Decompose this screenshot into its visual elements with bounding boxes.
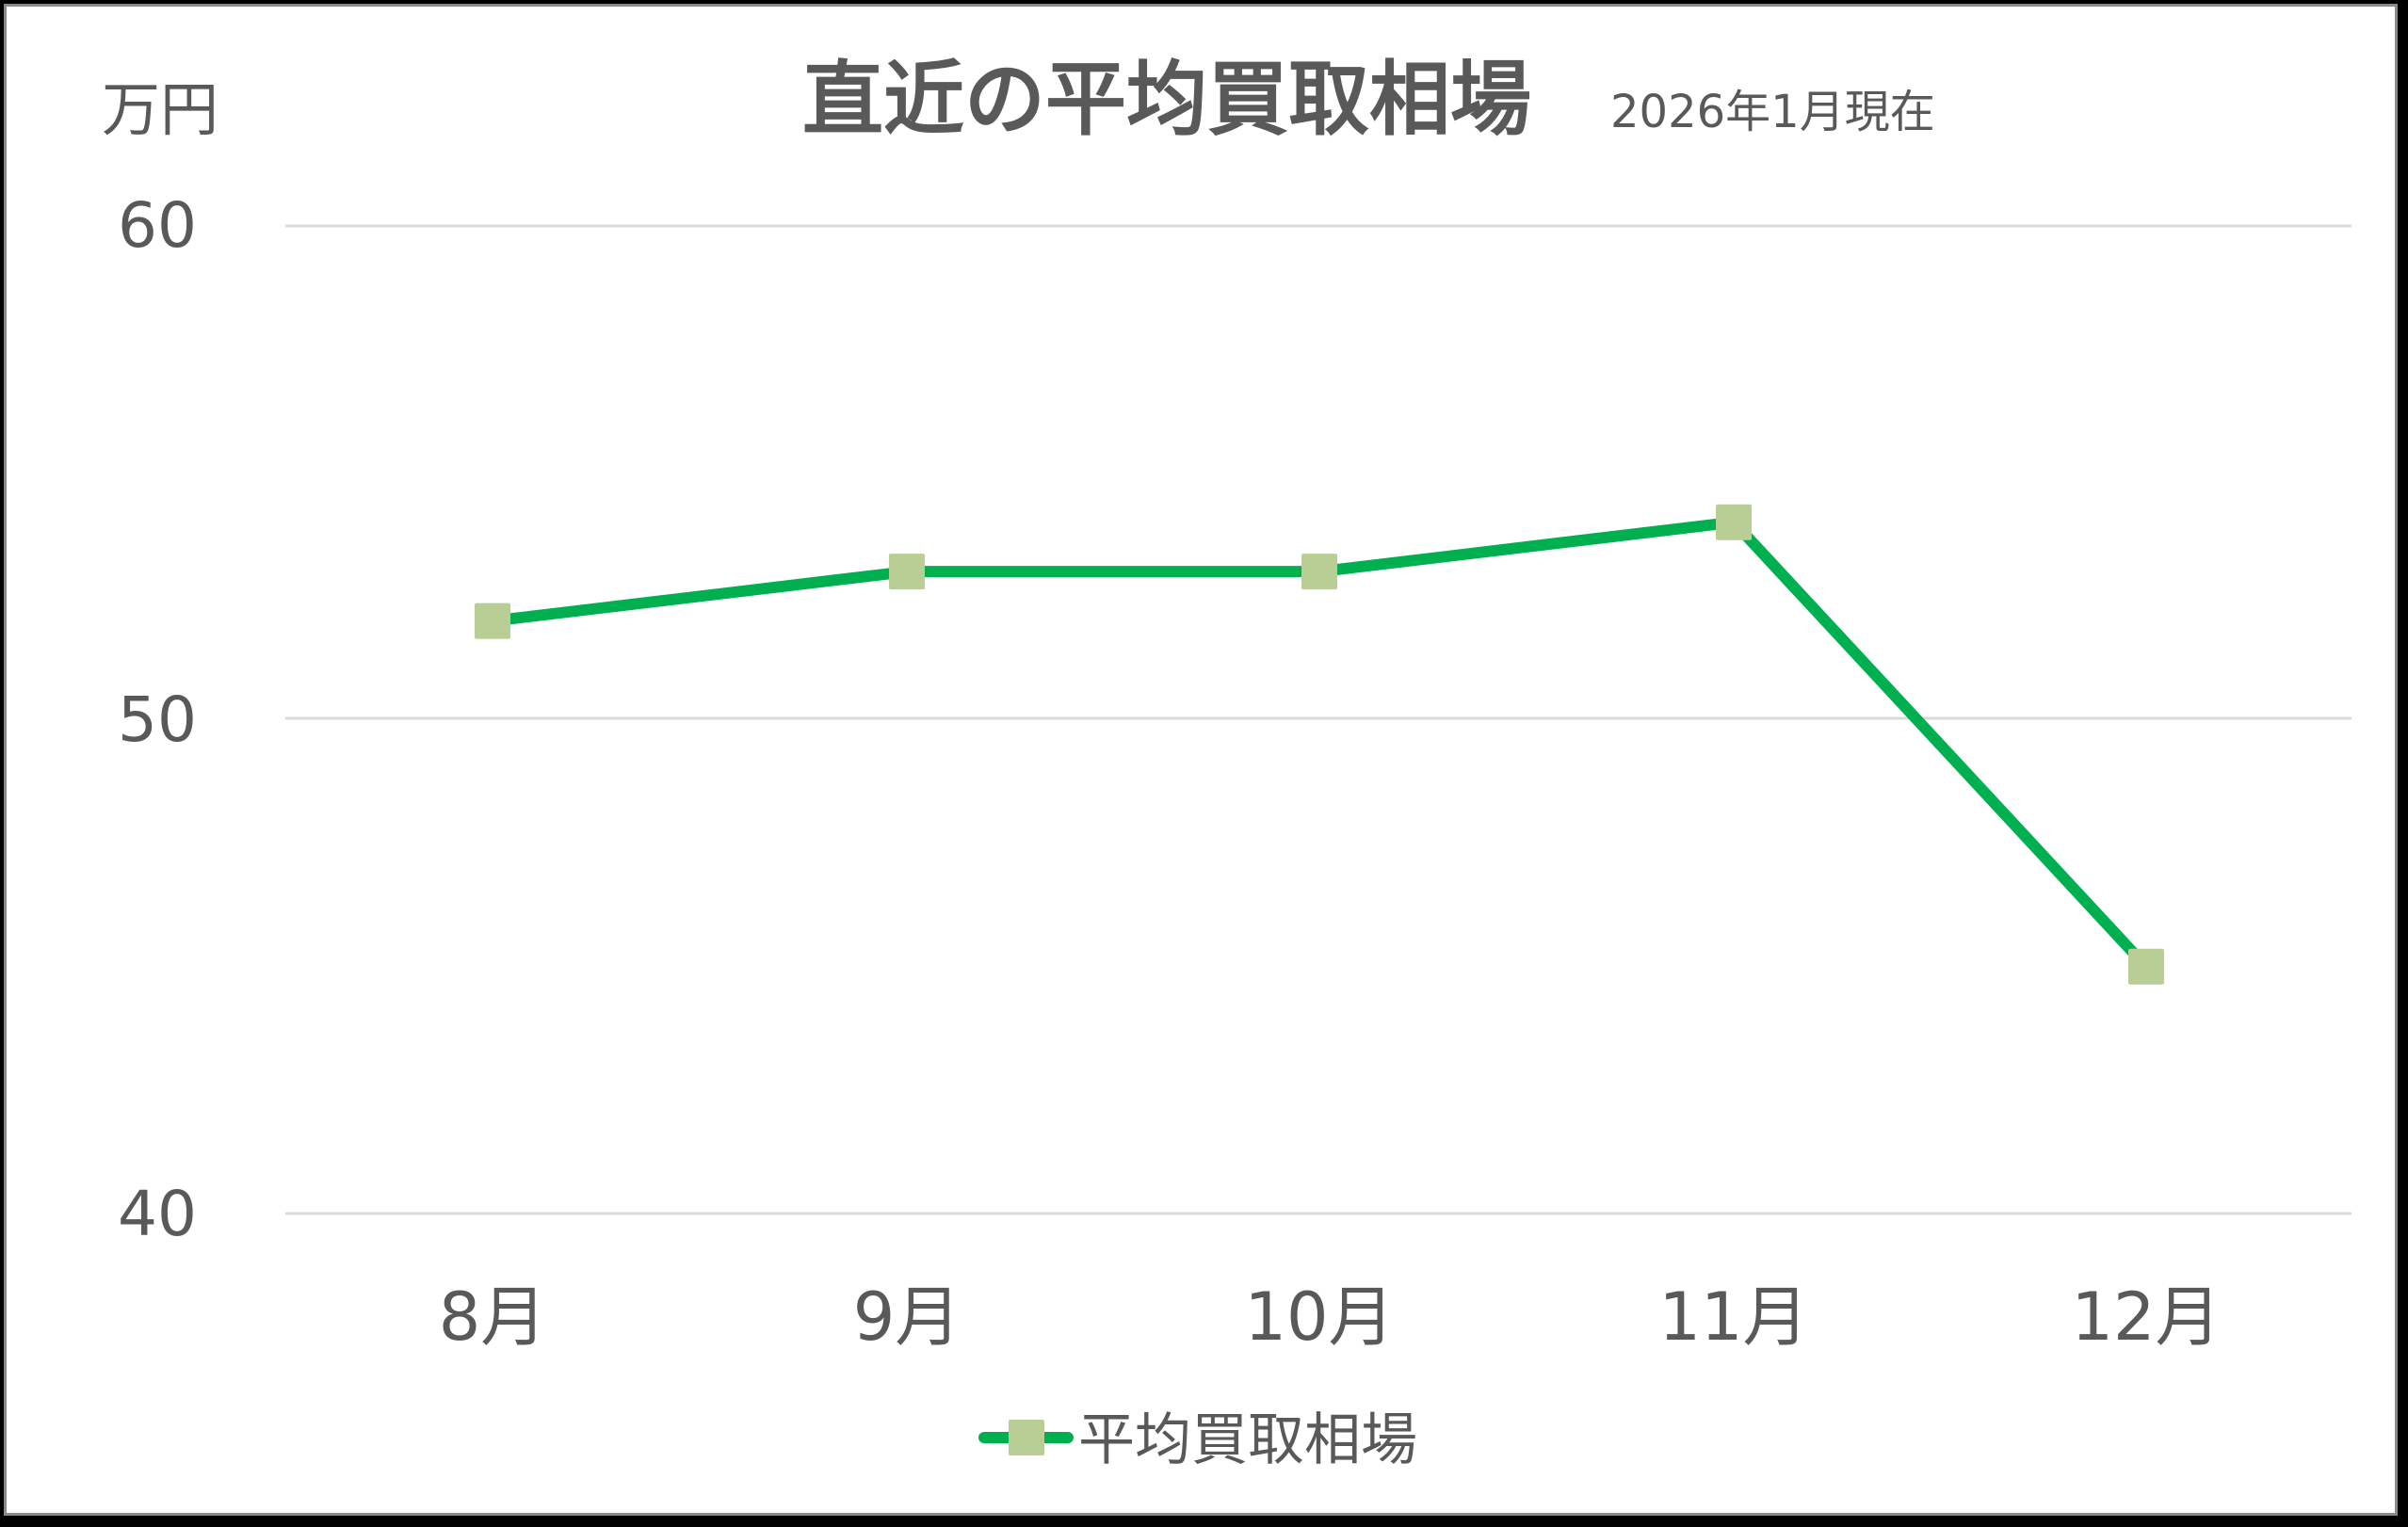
data-point-marker — [2128, 948, 2164, 985]
chart-canvas — [4, 4, 2398, 1516]
data-point-marker — [1716, 504, 1752, 540]
chart-subtitle: 2026年1月現在 — [1610, 86, 1935, 138]
legend: 平均買取相場 — [978, 1407, 1417, 1473]
y-tick-label: 40 — [118, 1178, 197, 1250]
data-point-marker — [889, 554, 925, 590]
chart-title: 直近の平均買取相場 — [802, 53, 1531, 147]
series-average-price — [475, 504, 2164, 985]
x-tick-label: 10月 — [1244, 1278, 1394, 1356]
x-tick-label: 11月 — [1658, 1278, 1808, 1356]
y-tick-label: 60 — [118, 189, 197, 262]
x-tick-label: 9月 — [853, 1278, 962, 1356]
legend-label: 平均買取相場 — [1078, 1407, 1417, 1473]
x-tick-label: 8月 — [439, 1278, 547, 1356]
y-axis-unit-label: 万円 — [102, 75, 218, 144]
x-axis: 8月 9月 10月 11月 12月 — [439, 1278, 2222, 1356]
y-axis: 60 50 40 — [118, 189, 197, 1250]
legend-marker-icon — [1009, 1420, 1044, 1455]
gridlines — [285, 224, 2351, 1215]
y-tick-label: 50 — [118, 683, 197, 756]
data-point-marker — [1301, 554, 1337, 590]
data-point-marker — [475, 603, 510, 639]
x-tick-label: 12月 — [2071, 1278, 2221, 1356]
